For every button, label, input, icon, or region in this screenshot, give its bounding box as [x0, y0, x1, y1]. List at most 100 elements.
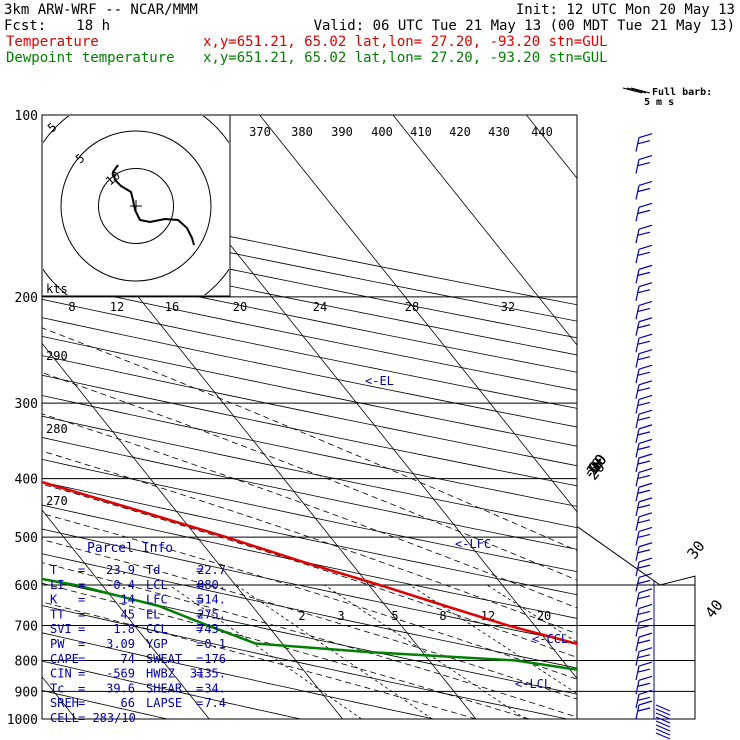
mixing-ratio-label: 8: [439, 609, 446, 623]
wind-barb-flag: [637, 401, 651, 407]
dewpoint-location: x,y=651.21, 65.02 lat,lon= 27.20, -93.20…: [203, 50, 608, 66]
wind-barb-flag: [638, 588, 653, 594]
wind-barb-flag: [637, 251, 651, 256]
dewpoint-legend: Dewpoint temperature: [6, 50, 175, 66]
pressure-tick-label: 500: [15, 531, 38, 546]
parcel-info-value: -569: [106, 667, 135, 681]
dry-adiabat: [42, 605, 568, 719]
isotherm-line: [259, 115, 577, 513]
parcel-info-key: Td: [146, 563, 160, 577]
wind-barb-flag: [637, 668, 651, 673]
wind-barb: [635, 516, 640, 531]
wind-barb: [635, 636, 640, 652]
wind-barb-flag: [638, 467, 653, 473]
isotherm-label: 40: [701, 596, 726, 621]
parcel-info-key: YGP: [146, 637, 168, 651]
pressure-tick-label: 700: [15, 619, 38, 634]
parcel-info-value: 0.1: [204, 637, 226, 651]
parcel-info-eq: =: [78, 667, 85, 681]
pressure-tick-label: 600: [15, 579, 38, 594]
isotherm-line: [392, 115, 577, 346]
wind-barb-flag: [637, 161, 651, 167]
wind-barb-flag: [637, 519, 651, 524]
wind-barb-flag: [637, 696, 651, 701]
wind-barb-flag: [638, 512, 653, 518]
moist-adiabat: [42, 413, 577, 609]
hodograph-ring: [60, 130, 212, 282]
wind-barb-flag: [637, 187, 651, 193]
wind-barb-flag: [637, 595, 651, 600]
wind-barb: [635, 665, 640, 681]
wind-barb-flag: [637, 209, 651, 214]
wind-barb: [635, 159, 640, 174]
parcel-info-value: -0.4: [106, 578, 135, 592]
wind-barb-flag: [638, 349, 653, 355]
parcel-info-key: CCL: [146, 622, 168, 636]
hodograph-scale-label: 8: [68, 300, 75, 314]
dry-adiabat: [42, 281, 577, 391]
wind-barb-flag: [638, 542, 653, 548]
wind-barb-flag: [637, 431, 651, 436]
mixing-ratio-label: 2: [298, 609, 305, 623]
parcel-info-eq: =: [196, 593, 203, 607]
pressure-tick-labels: 100 200 300 400 500 600 700 800 900 1000: [7, 109, 38, 728]
wind-barb-flag: [638, 133, 653, 139]
mixing-ratio-label: 3: [337, 609, 344, 623]
mixing-ratio-label: 20: [537, 609, 551, 623]
moist-adiabat: [42, 562, 577, 718]
parcel-info-value: 514.: [197, 593, 226, 607]
parcel-info-key: SHEAR: [146, 681, 183, 695]
temperature-profile: [42, 480, 577, 646]
parcel-info-eq: =: [196, 622, 203, 636]
pressure-tick-label: 100: [15, 109, 38, 124]
dry-adiabat: [42, 553, 577, 669]
wind-barb: [655, 720, 671, 728]
dry-adiabat: [42, 660, 301, 719]
parcel-info-key: PW: [50, 637, 65, 651]
parcel-info-key: CIN: [50, 667, 72, 681]
wind-barb-flag: [638, 453, 653, 459]
parcel-info-value: 66: [121, 696, 135, 710]
wind-barb: [635, 353, 640, 368]
init-time: Init: 12 UTC Mon 20 May 13: [516, 2, 735, 18]
parcel-info-key: SVI: [50, 622, 72, 636]
parcel-info-eq: =: [78, 681, 85, 695]
dry-adiabat: [42, 458, 577, 573]
moist-adiabat: [42, 483, 577, 658]
wind-barb-flag: [637, 474, 651, 479]
wind-barb-flag: [638, 333, 653, 339]
parcel-info-eq: =: [78, 637, 85, 651]
parcel-info-value: = 283/10: [78, 711, 136, 725]
wind-barb: [635, 321, 640, 336]
isotherm-line: [526, 115, 577, 179]
mixing-ratio-line: [235, 584, 433, 719]
parcel-info-value: 39.6: [106, 681, 135, 695]
parcel-info-eq: =: [78, 607, 85, 621]
wind-barb: [635, 680, 640, 695]
wind-barb: [655, 728, 671, 736]
parcel-info-key: TT: [50, 607, 64, 621]
wind-barb-flag: [638, 675, 653, 681]
theta-label: 380: [291, 125, 313, 139]
hodograph-trace: [111, 164, 195, 246]
wind-barb: [635, 249, 640, 264]
parcel-info-key: EL: [146, 607, 160, 621]
wind-barb-flag: [638, 300, 653, 307]
wind-barb: [635, 608, 640, 623]
wind-barb-flag: [637, 579, 651, 585]
wind-barb-flag: [638, 526, 653, 533]
wind-barb: [635, 561, 640, 577]
parcel-info-eq: =: [78, 622, 85, 636]
dry-adiabat: [42, 335, 577, 447]
parcel-info-key: LCL: [146, 578, 168, 592]
wind-barb-flag: [638, 264, 653, 270]
parcel-info-eq: =: [196, 696, 203, 710]
wind-barb: [635, 414, 640, 429]
wind-barb-flag: [637, 682, 651, 687]
wind-barb-flag: [637, 504, 651, 509]
wind-barb-flag: [638, 244, 653, 250]
wind-barb: [635, 694, 640, 709]
moist-adiabat: [42, 539, 577, 700]
dry-adiabat: [42, 263, 577, 373]
